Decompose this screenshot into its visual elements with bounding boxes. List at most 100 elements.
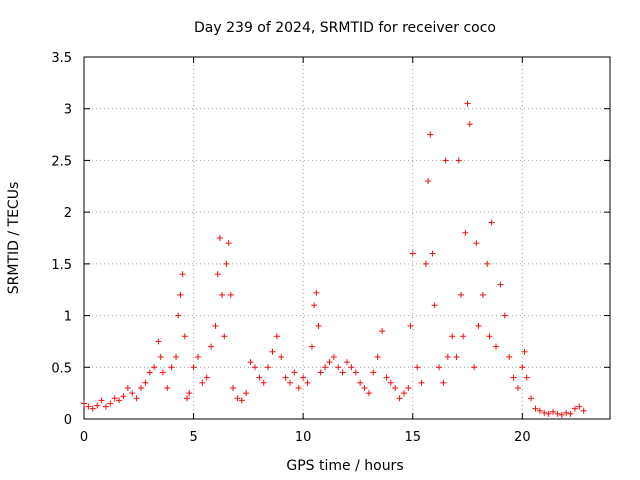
x-tick-label: 15 xyxy=(404,430,421,445)
data-point xyxy=(379,328,386,335)
y-tick-label: 0.5 xyxy=(51,361,72,376)
data-point xyxy=(107,400,114,407)
data-point xyxy=(348,364,355,371)
plot-frame xyxy=(83,56,611,420)
data-point xyxy=(256,374,263,381)
y-tick-label: 0 xyxy=(64,413,72,428)
y-tick-label: 1 xyxy=(64,310,72,325)
data-point xyxy=(164,384,171,391)
data-point xyxy=(291,369,298,376)
data-point xyxy=(85,403,92,410)
data-point xyxy=(151,364,158,371)
chart-title: Day 239 of 2024, SRMTID for receiver coc… xyxy=(194,20,496,36)
data-point xyxy=(528,395,535,402)
data-point xyxy=(357,379,364,386)
data-point xyxy=(335,364,342,371)
data-point xyxy=(576,403,583,410)
data-point xyxy=(230,384,237,391)
data-point xyxy=(111,395,118,402)
data-point xyxy=(514,384,521,391)
data-point xyxy=(234,395,241,402)
data-point xyxy=(243,390,250,397)
data-point xyxy=(339,369,346,376)
data-point xyxy=(392,384,399,391)
data-point xyxy=(425,178,432,185)
data-point xyxy=(407,322,414,329)
data-point xyxy=(571,405,578,412)
data-point xyxy=(431,302,438,309)
data-point xyxy=(315,322,322,329)
data-point xyxy=(493,343,500,350)
data-point xyxy=(184,395,191,402)
data-point xyxy=(558,411,565,418)
data-point xyxy=(506,353,513,360)
data-point xyxy=(295,384,302,391)
data-point xyxy=(429,250,436,257)
data-point xyxy=(510,374,517,381)
data-point xyxy=(137,384,144,391)
y-tick-label: 2 xyxy=(64,206,72,221)
data-point xyxy=(471,364,478,371)
data-point xyxy=(497,281,504,288)
data-point xyxy=(475,322,482,329)
axis-ticks xyxy=(83,56,610,420)
y-tick-label: 3.5 xyxy=(51,51,72,66)
data-point xyxy=(311,302,318,309)
data-point xyxy=(436,364,443,371)
data-point xyxy=(479,291,486,298)
data-point xyxy=(567,410,574,417)
data-point xyxy=(396,395,403,402)
data-point xyxy=(374,353,381,360)
data-point xyxy=(442,157,449,164)
data-point xyxy=(313,289,320,296)
data-point xyxy=(501,312,508,319)
data-point xyxy=(129,390,136,397)
data-point xyxy=(322,364,329,371)
y-axis-label: SRMTID / TECUs xyxy=(6,182,22,295)
data-point xyxy=(326,359,333,366)
x-tick-label: 10 xyxy=(295,430,312,445)
data-point xyxy=(387,379,394,386)
data-point xyxy=(186,390,193,397)
data-point xyxy=(427,131,434,138)
data-point xyxy=(227,291,234,298)
data-point xyxy=(214,271,221,278)
data-point xyxy=(352,369,359,376)
data-point xyxy=(519,364,526,371)
data-point xyxy=(453,353,460,360)
data-point xyxy=(449,333,456,340)
data-point xyxy=(383,374,390,381)
data-point xyxy=(418,379,425,386)
data-point xyxy=(523,374,530,381)
data-point xyxy=(536,407,543,414)
data-point xyxy=(460,333,467,340)
data-point xyxy=(175,312,182,319)
data-point xyxy=(282,374,289,381)
data-point xyxy=(225,240,232,247)
y-tick-label: 1.5 xyxy=(51,258,72,273)
data-point xyxy=(545,410,552,417)
data-point xyxy=(361,384,368,391)
data-point xyxy=(365,390,372,397)
data-point xyxy=(580,407,587,414)
data-point xyxy=(400,390,407,397)
data-point xyxy=(173,353,180,360)
data-point xyxy=(251,364,258,371)
x-tick-label: 0 xyxy=(80,430,88,445)
x-tick-label: 20 xyxy=(514,430,531,445)
x-axis-label: GPS time / hours xyxy=(286,458,403,474)
data-point xyxy=(190,364,197,371)
data-point xyxy=(116,397,123,404)
data-point xyxy=(157,353,164,360)
data-point xyxy=(212,322,219,329)
data-point xyxy=(550,408,557,415)
data-point xyxy=(208,343,215,350)
data-point xyxy=(168,364,175,371)
data-point xyxy=(405,384,412,391)
data-point xyxy=(473,240,480,247)
data-point xyxy=(98,397,105,404)
data-point xyxy=(142,379,149,386)
data-point xyxy=(422,260,429,267)
data-point xyxy=(278,353,285,360)
data-point xyxy=(521,348,528,355)
